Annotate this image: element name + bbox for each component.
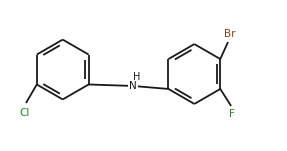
Text: Cl: Cl	[20, 108, 30, 118]
Text: Br: Br	[224, 29, 235, 39]
Text: H: H	[133, 72, 140, 82]
Text: F: F	[229, 109, 235, 119]
Text: N: N	[129, 81, 137, 91]
